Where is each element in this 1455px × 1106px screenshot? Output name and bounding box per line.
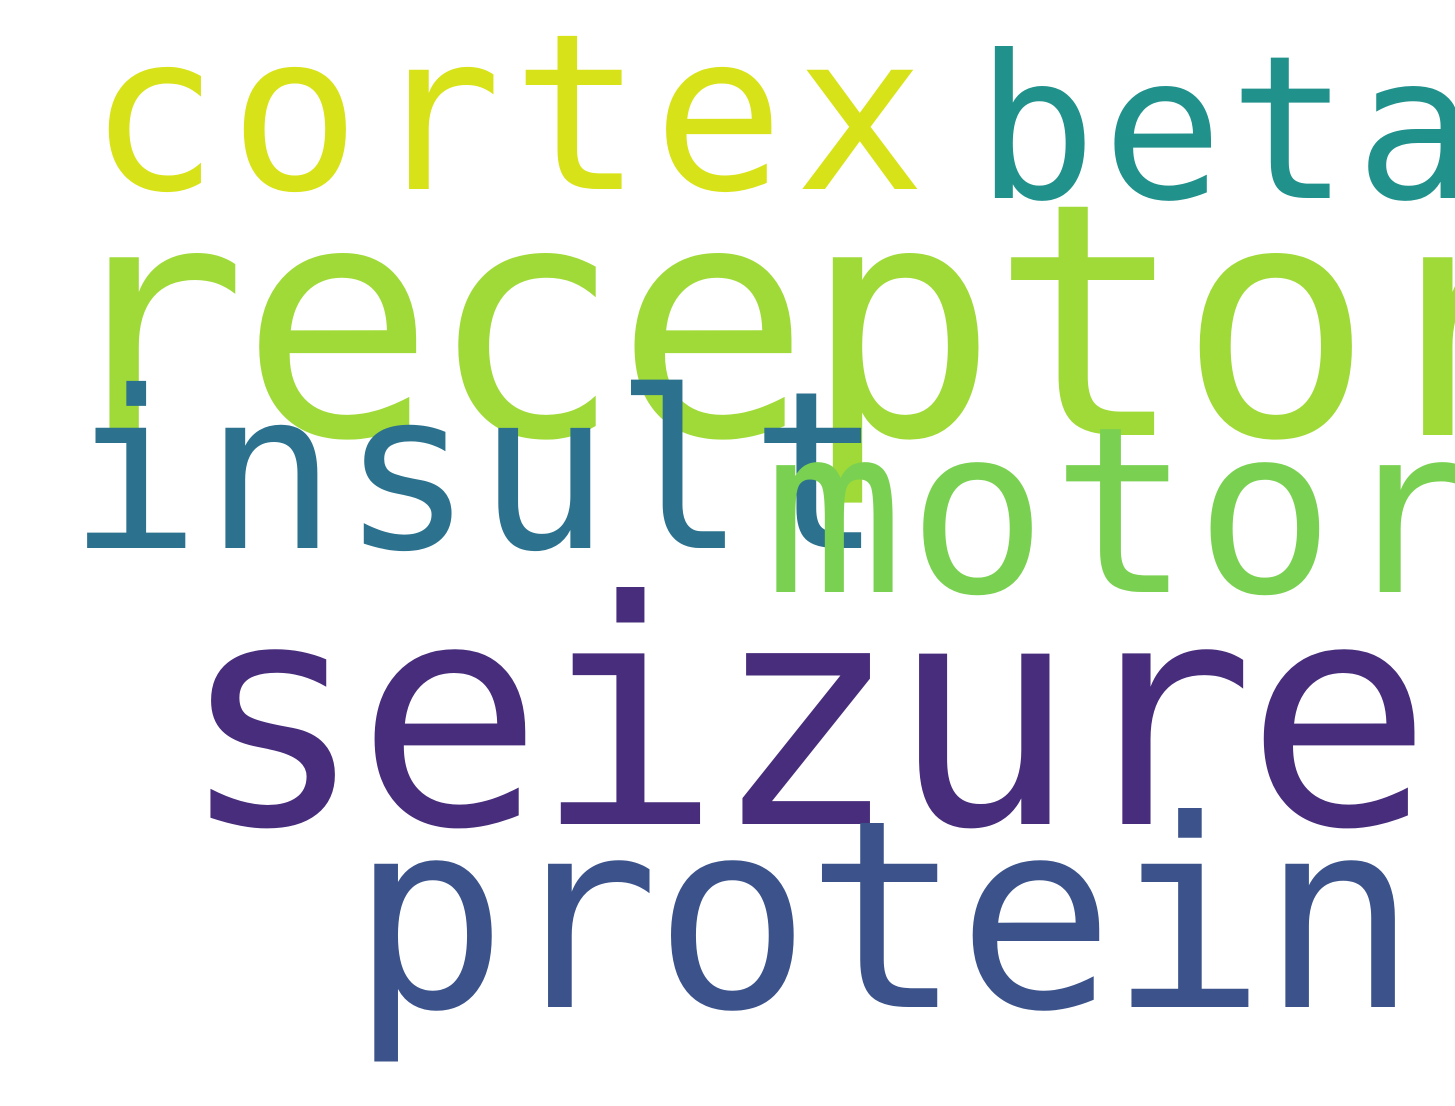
word-cortex: cortex (88, 0, 936, 241)
word-motor: motor (764, 377, 1455, 647)
word-seizure: seizure (178, 534, 1433, 898)
word-protein: protein (350, 764, 1418, 1069)
word-insult: insult (68, 344, 887, 600)
word-beta: beta (976, 13, 1455, 246)
word-receptor: receptor (52, 133, 1455, 512)
